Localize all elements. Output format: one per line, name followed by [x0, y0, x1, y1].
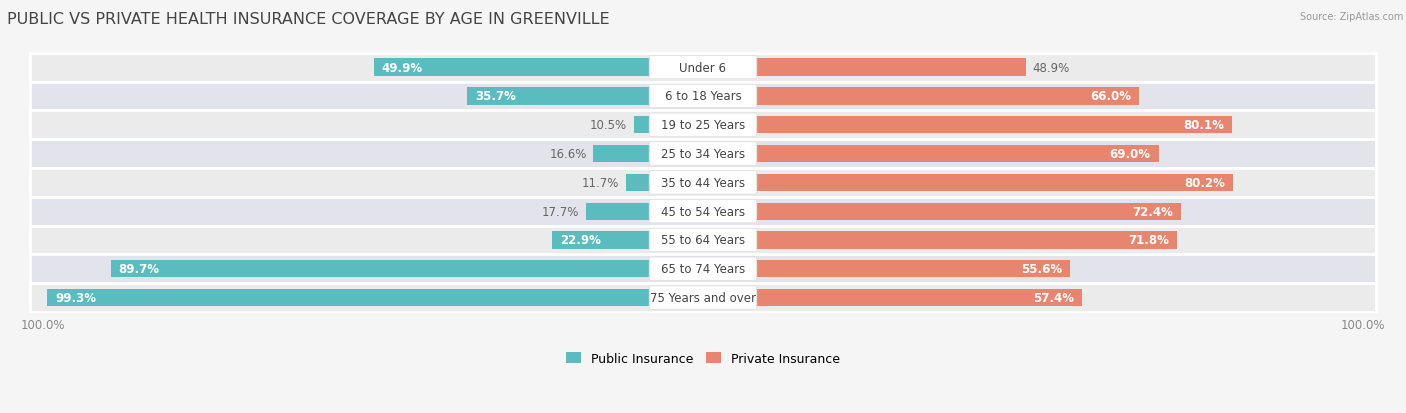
FancyBboxPatch shape [48, 289, 703, 306]
FancyBboxPatch shape [650, 85, 756, 108]
Text: 19 to 25 Years: 19 to 25 Years [661, 119, 745, 132]
FancyBboxPatch shape [30, 82, 1376, 111]
Text: 66.0%: 66.0% [1090, 90, 1130, 103]
Text: 71.8%: 71.8% [1128, 234, 1170, 247]
FancyBboxPatch shape [703, 203, 1181, 220]
FancyBboxPatch shape [650, 142, 756, 166]
Text: 99.3%: 99.3% [55, 291, 96, 304]
Text: 89.7%: 89.7% [118, 263, 160, 275]
Text: 48.9%: 48.9% [1032, 62, 1070, 74]
Legend: Public Insurance, Private Insurance: Public Insurance, Private Insurance [567, 352, 839, 365]
Text: 16.6%: 16.6% [550, 148, 586, 161]
FancyBboxPatch shape [650, 171, 756, 195]
Text: 75 Years and over: 75 Years and over [650, 291, 756, 304]
FancyBboxPatch shape [30, 226, 1376, 255]
FancyBboxPatch shape [30, 111, 1376, 140]
Text: 45 to 54 Years: 45 to 54 Years [661, 205, 745, 218]
FancyBboxPatch shape [467, 88, 703, 105]
Text: 11.7%: 11.7% [582, 176, 619, 190]
FancyBboxPatch shape [111, 261, 703, 278]
FancyBboxPatch shape [703, 88, 1139, 105]
Text: 55.6%: 55.6% [1021, 263, 1062, 275]
FancyBboxPatch shape [374, 59, 703, 76]
FancyBboxPatch shape [703, 117, 1232, 134]
Text: Source: ZipAtlas.com: Source: ZipAtlas.com [1299, 12, 1403, 22]
FancyBboxPatch shape [586, 203, 703, 220]
Text: 55 to 64 Years: 55 to 64 Years [661, 234, 745, 247]
FancyBboxPatch shape [703, 59, 1026, 76]
FancyBboxPatch shape [30, 255, 1376, 283]
FancyBboxPatch shape [650, 257, 756, 281]
FancyBboxPatch shape [593, 145, 703, 163]
FancyBboxPatch shape [30, 283, 1376, 312]
Text: 10.5%: 10.5% [591, 119, 627, 132]
FancyBboxPatch shape [551, 232, 703, 249]
FancyBboxPatch shape [30, 54, 1376, 82]
FancyBboxPatch shape [626, 174, 703, 192]
FancyBboxPatch shape [703, 174, 1233, 192]
Text: 72.4%: 72.4% [1132, 205, 1173, 218]
FancyBboxPatch shape [650, 114, 756, 137]
Text: 6 to 18 Years: 6 to 18 Years [665, 90, 741, 103]
Text: 80.1%: 80.1% [1182, 119, 1225, 132]
FancyBboxPatch shape [703, 261, 1070, 278]
FancyBboxPatch shape [634, 117, 703, 134]
FancyBboxPatch shape [703, 145, 1159, 163]
Text: 80.2%: 80.2% [1184, 176, 1225, 190]
Text: 69.0%: 69.0% [1109, 148, 1150, 161]
Text: Under 6: Under 6 [679, 62, 727, 74]
FancyBboxPatch shape [703, 232, 1177, 249]
Text: 57.4%: 57.4% [1033, 291, 1074, 304]
Text: 65 to 74 Years: 65 to 74 Years [661, 263, 745, 275]
Text: 35.7%: 35.7% [475, 90, 516, 103]
FancyBboxPatch shape [650, 286, 756, 309]
FancyBboxPatch shape [30, 197, 1376, 226]
FancyBboxPatch shape [650, 200, 756, 223]
Text: 49.9%: 49.9% [381, 62, 423, 74]
Text: 25 to 34 Years: 25 to 34 Years [661, 148, 745, 161]
Text: 22.9%: 22.9% [560, 234, 600, 247]
Text: 35 to 44 Years: 35 to 44 Years [661, 176, 745, 190]
FancyBboxPatch shape [703, 289, 1083, 306]
Text: 17.7%: 17.7% [543, 205, 579, 218]
FancyBboxPatch shape [650, 56, 756, 80]
FancyBboxPatch shape [650, 229, 756, 252]
Text: PUBLIC VS PRIVATE HEALTH INSURANCE COVERAGE BY AGE IN GREENVILLE: PUBLIC VS PRIVATE HEALTH INSURANCE COVER… [7, 12, 610, 27]
FancyBboxPatch shape [30, 140, 1376, 169]
FancyBboxPatch shape [30, 169, 1376, 197]
